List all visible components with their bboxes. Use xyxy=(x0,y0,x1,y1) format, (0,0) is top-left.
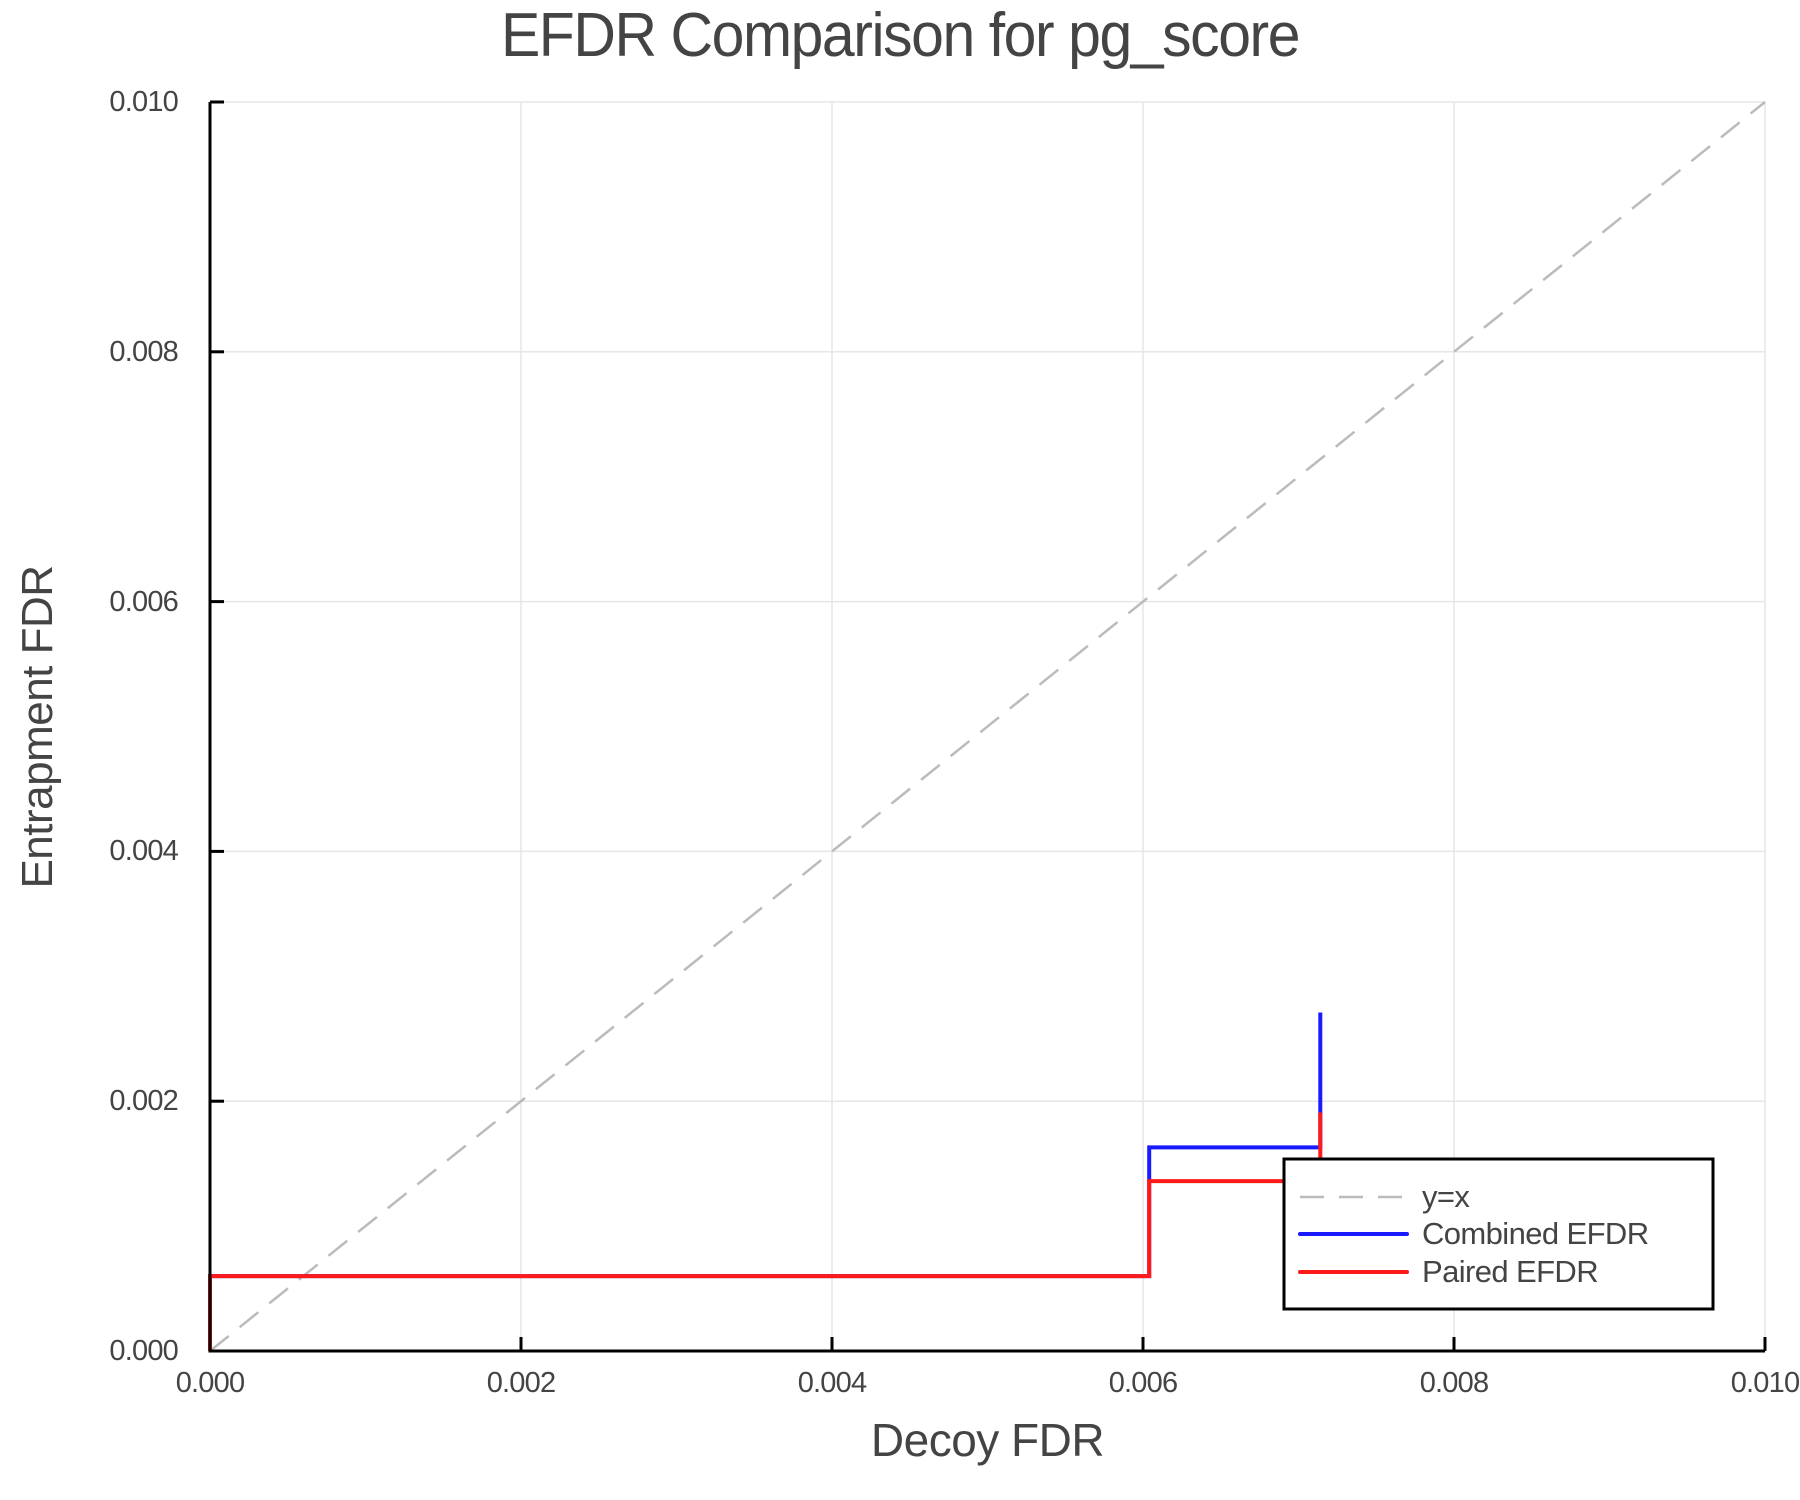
x-tick-label: 0.006 xyxy=(1108,1367,1178,1399)
x-tick-label: 0.010 xyxy=(1730,1367,1800,1399)
x-axis-label: Decoy FDR xyxy=(870,1414,1105,1466)
x-tick-label: 0.000 xyxy=(175,1367,245,1399)
legend-label-yx: y=x xyxy=(1422,1179,1470,1214)
y-tick-label: 0.004 xyxy=(109,835,178,868)
y-tick-label: 0.002 xyxy=(109,1085,178,1118)
chart-title: EFDR Comparison for pg_score xyxy=(500,1,1301,70)
y-tick-label: 0.010 xyxy=(109,86,178,118)
x-tick-label: 0.004 xyxy=(797,1367,867,1399)
axes xyxy=(208,100,1767,1353)
x-tick-label: 0.008 xyxy=(1419,1367,1489,1399)
legend xyxy=(1282,1157,1715,1311)
y-tick-label: 0.008 xyxy=(109,335,178,368)
grid-lines xyxy=(209,101,1766,1352)
series-y-x xyxy=(209,101,1766,1352)
legend-label-combined: Combined EFDR xyxy=(1422,1216,1649,1251)
y-tick-label: 0.000 xyxy=(109,1335,178,1367)
x-tick-label: 0.002 xyxy=(486,1367,556,1399)
legend-label-paired: Paired EFDR xyxy=(1422,1254,1599,1289)
y-axis-label: Entrapment FDR xyxy=(13,565,62,889)
y-tick-label: 0.006 xyxy=(109,585,178,618)
